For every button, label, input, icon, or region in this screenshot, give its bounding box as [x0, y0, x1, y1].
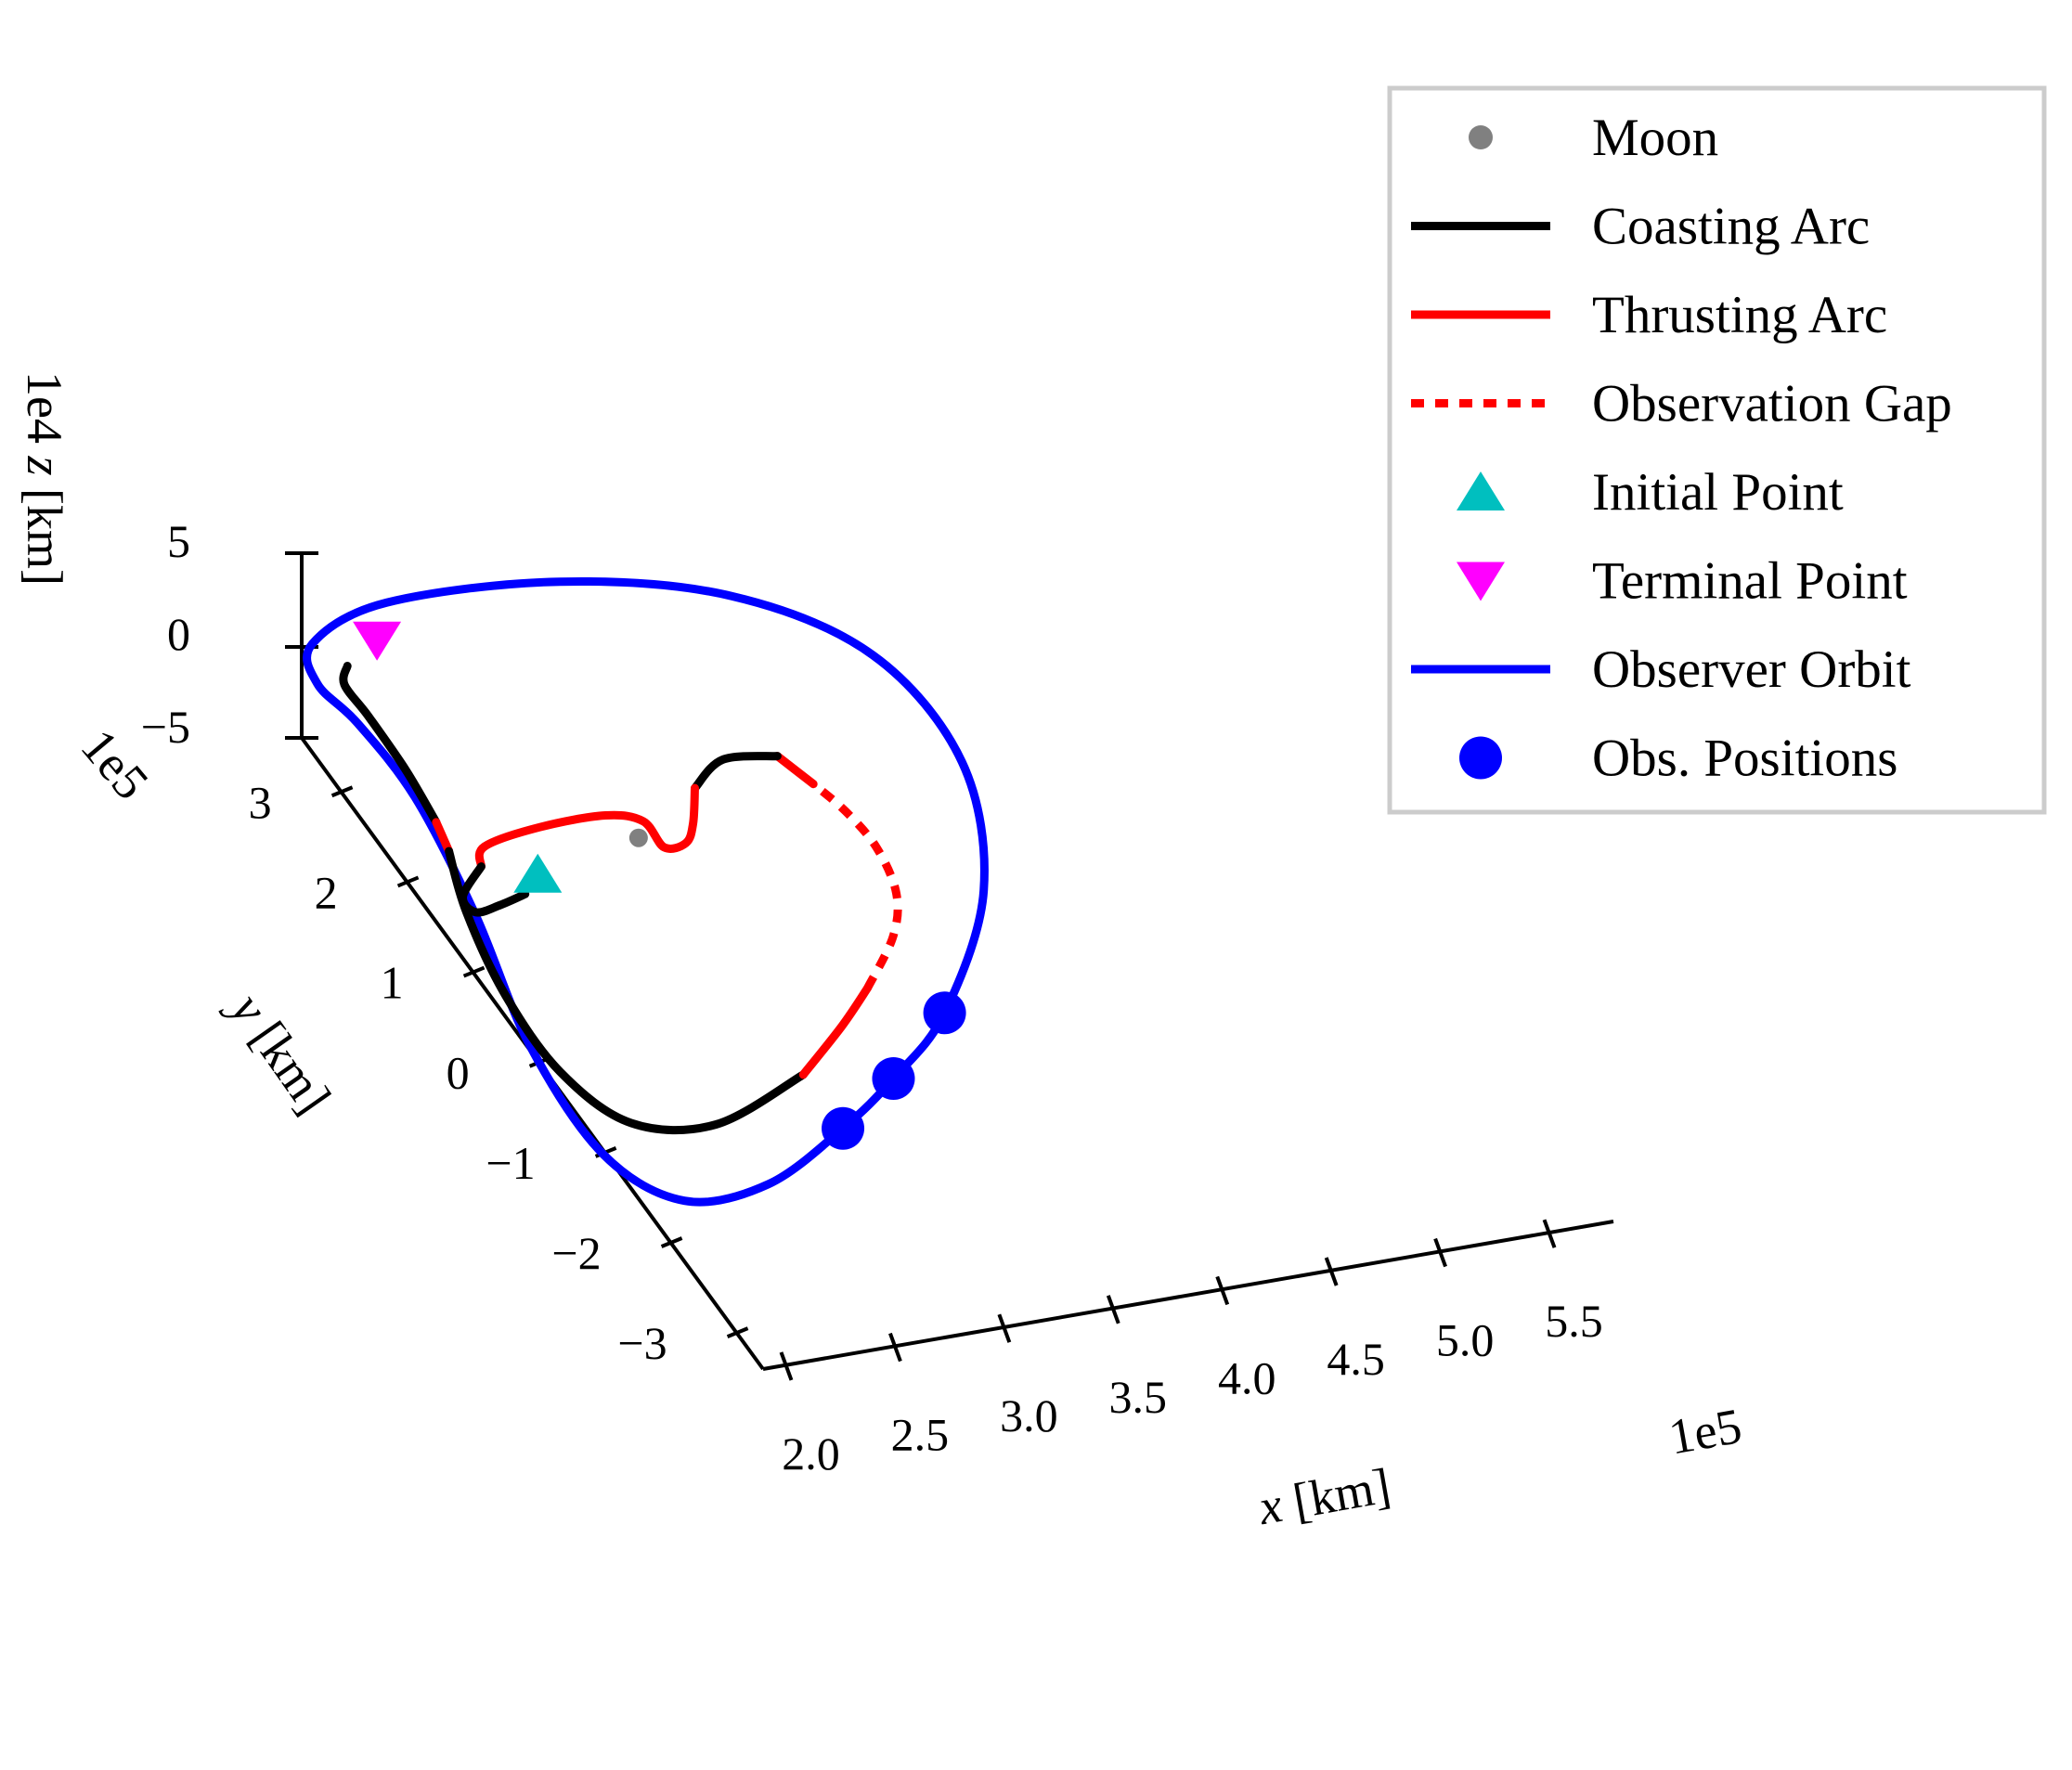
legend-label: Observer Orbit [1592, 640, 1911, 699]
legend-swatch [1469, 125, 1493, 149]
legend-entry-initial-point: Initial Point [1457, 463, 1844, 522]
legend: Moon Coasting Arc Thrusting Arc Observation… [1387, 85, 2047, 815]
x-tick-label: 4.0 [1218, 1351, 1276, 1403]
moon-marker [628, 828, 648, 847]
y-tick-mark [330, 785, 354, 798]
x-tick-mark [779, 1351, 794, 1381]
x-axis: 2.0 2.5 3.0 3.5 4.0 4.5 5.0 5.5 x [km] 1e5 [762, 1219, 1745, 1535]
legend-label: Obs. Positions [1592, 730, 1897, 788]
y-tick-label: 3 [249, 776, 272, 828]
thrusting-arc-line [798, 984, 872, 1079]
y-tick-mark [462, 965, 486, 978]
z-axis: 5 0 −5 1e4 z [km] [17, 371, 318, 753]
y-tick-label: −1 [486, 1137, 535, 1189]
legend-label: Terminal Point [1592, 552, 1908, 611]
legend-label: Thrusting Arc [1592, 286, 1887, 344]
legend-entry-coasting-arc: Coasting Arc [1411, 198, 1870, 256]
y-tick-label: −2 [551, 1227, 601, 1279]
legend-entry-terminal-point: Terminal Point [1457, 552, 1908, 611]
terminal-point-marker [353, 621, 402, 661]
coasting-arc-line [339, 662, 441, 827]
observation-gap-line [810, 781, 902, 990]
x-tick-label: 2.5 [891, 1409, 950, 1461]
thrusting-arc-line [474, 783, 699, 872]
z-axis-label: 1e4 z [km] [17, 371, 72, 586]
x-tick-label: 4.5 [1327, 1333, 1385, 1385]
y-tick-mark [660, 1236, 683, 1248]
coasting-arc-line [445, 846, 808, 1135]
z-tick-label: −5 [141, 701, 190, 753]
observer-orbit-line [303, 576, 989, 1207]
x-tick-mark [888, 1332, 902, 1363]
y-tick-label: 0 [447, 1047, 470, 1099]
obs-positions-marker [872, 1057, 915, 1101]
y-tick-label: 1 [381, 957, 404, 1009]
x-tick-label: 5.5 [1545, 1295, 1603, 1347]
legend-entry-obs-positions: Obs. Positions [1459, 730, 1897, 788]
y-tick-mark [396, 875, 420, 888]
x-axis-label: x [km] [1254, 1457, 1395, 1535]
x-tick-mark [1106, 1295, 1120, 1324]
obs-positions-marker [822, 1106, 865, 1150]
plot-series [303, 576, 989, 1207]
coasting-arc-line [691, 752, 782, 793]
legend-label: Moon [1592, 109, 1718, 167]
legend-swatch [1459, 736, 1502, 780]
legend-label: Initial Point [1592, 463, 1844, 522]
legend-entry-observer-orbit: Observer Orbit [1411, 640, 1911, 699]
x-scale-text: 1e5 [1664, 1398, 1745, 1466]
x-tick-label: 3.0 [1000, 1389, 1058, 1441]
x-tick-label: 2.0 [782, 1428, 840, 1479]
x-tick-label: 3.5 [1109, 1371, 1168, 1423]
x-tick-label: 5.0 [1436, 1314, 1495, 1366]
legend-label: Coasting Arc [1592, 198, 1870, 256]
y-tick-label: −3 [617, 1317, 667, 1369]
z-tick-label: 5 [167, 515, 190, 567]
legend-swatch [1457, 562, 1505, 601]
coasting-arc-line [459, 862, 530, 917]
legend-swatch [1457, 472, 1505, 510]
x-tick-mark [1542, 1219, 1557, 1248]
legend-frame [1387, 85, 2047, 815]
z-tick-label: 0 [167, 608, 190, 660]
x-tick-mark [997, 1313, 1012, 1343]
x-tick-mark [1324, 1257, 1339, 1286]
plot-markers [353, 621, 966, 1150]
legend-entry-thrusting-arc: Thrusting Arc [1411, 286, 1887, 344]
obs-positions-marker [923, 991, 966, 1035]
x-tick-mark [1433, 1237, 1447, 1268]
y-tick-label: 2 [315, 866, 338, 918]
legend-entry-moon: Moon [1469, 109, 1718, 167]
x-axis-line [762, 1220, 1614, 1371]
legend-entry-observation-gap: Observation Gap [1411, 375, 1952, 433]
y-tick-mark [726, 1326, 749, 1338]
legend-label: Observation Gap [1592, 375, 1952, 433]
thrusting-arc-line [772, 752, 818, 789]
x-tick-mark [1215, 1275, 1230, 1306]
y-axis-label: y [km] [217, 979, 342, 1123]
initial-point-marker [513, 853, 563, 893]
